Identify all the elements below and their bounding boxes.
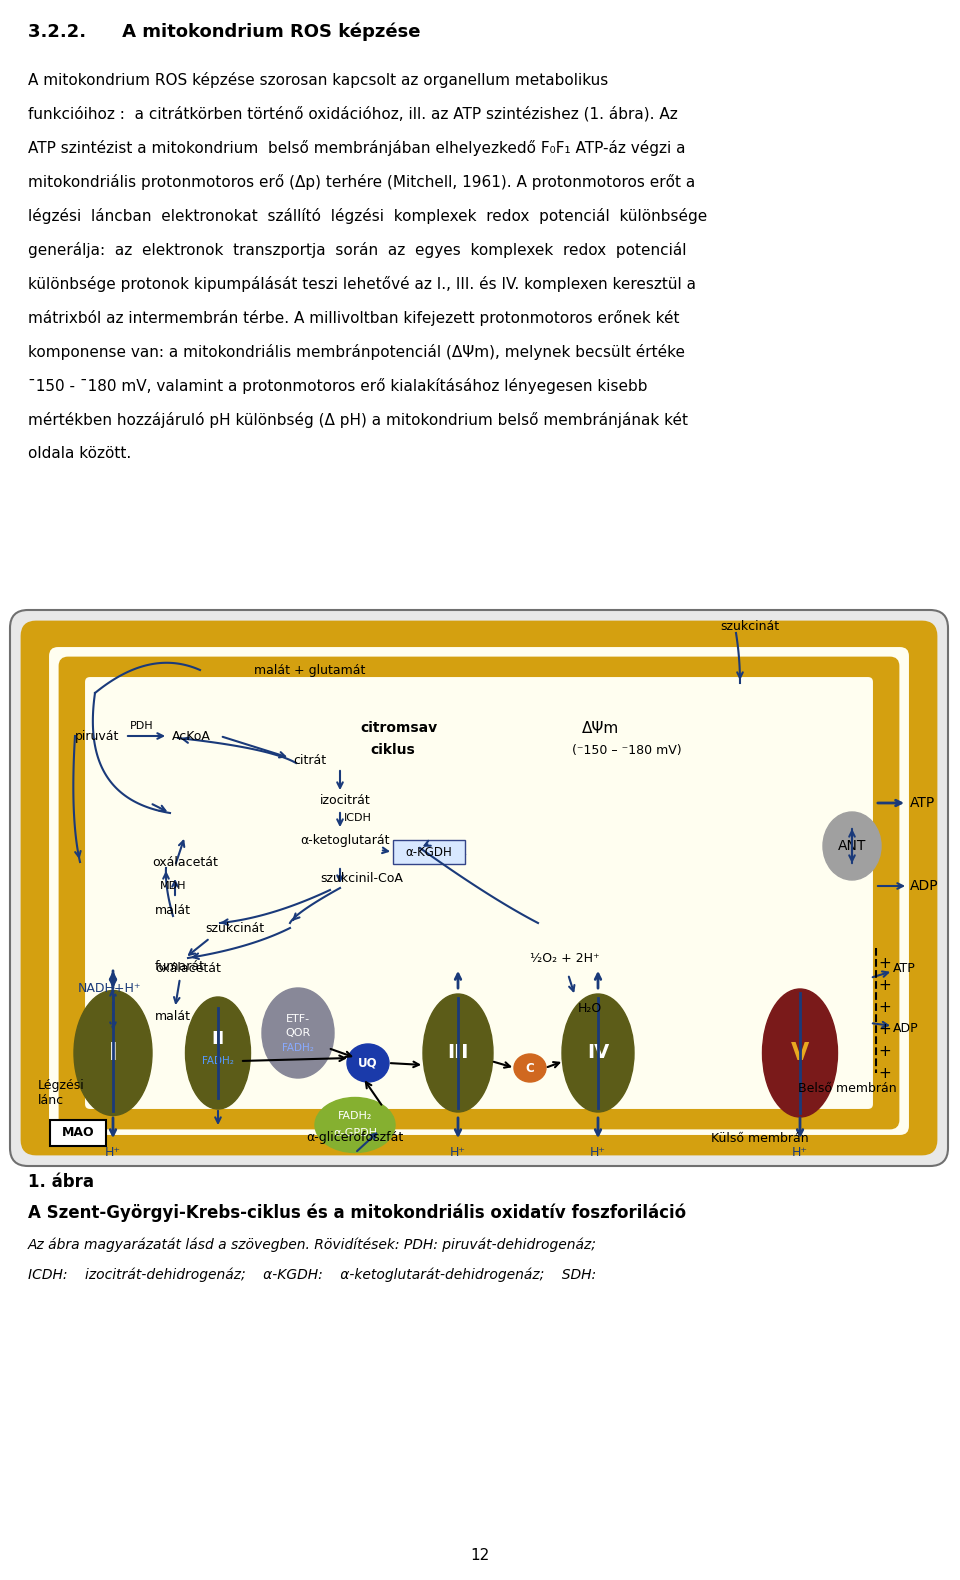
Text: izocitrát: izocitrát (320, 793, 371, 806)
Text: A mitokondrium ROS képzése szorosan kapcsolt az organellum metabolikus: A mitokondrium ROS képzése szorosan kapc… (28, 73, 609, 88)
Text: malát: malát (155, 1010, 191, 1022)
Text: IV: IV (587, 1043, 610, 1062)
Text: α-KGDH: α-KGDH (406, 845, 452, 858)
Text: citromsav: citromsav (360, 720, 437, 735)
Text: FADH₂: FADH₂ (338, 1111, 372, 1120)
Text: FADH₂: FADH₂ (202, 1055, 234, 1066)
Text: III: III (447, 1043, 468, 1062)
Text: piruvát: piruvát (75, 730, 119, 743)
Ellipse shape (315, 1098, 395, 1152)
Text: funkcióihoz :  a citrátkörben történő oxidációhoz, ill. az ATP szintézishez (1. : funkcióihoz : a citrátkörben történő oxi… (28, 106, 678, 122)
Text: QOR: QOR (285, 1029, 311, 1038)
Text: +: + (878, 978, 892, 992)
Text: ATP szintézist a mitokondrium  belső membránjában elhelyezkedő F₀F₁ ATP-áz végzi: ATP szintézist a mitokondrium belső memb… (28, 141, 685, 156)
FancyBboxPatch shape (48, 646, 910, 1136)
Text: mátrixból az intermembrán térbe. A millivoltban kifejezett protonmotoros erőnek : mátrixból az intermembrán térbe. A milli… (28, 310, 680, 325)
Text: ICDH:    izocitrát-dehidrogenáz;    α-KGDH:    α-ketoglutarát-dehidrogenáz;    S: ICDH: izocitrát-dehidrogenáz; α-KGDH: α-… (28, 1269, 596, 1283)
Text: ETF-: ETF- (286, 1014, 310, 1024)
Text: PDH: PDH (130, 720, 154, 732)
Text: Külső membrán: Külső membrán (711, 1131, 809, 1144)
Text: +: + (878, 1022, 892, 1036)
Text: ADP: ADP (910, 878, 939, 893)
Ellipse shape (762, 989, 837, 1117)
Text: α-glicerofoszfát: α-glicerofoszfát (306, 1131, 403, 1144)
Text: II: II (211, 1030, 225, 1048)
Text: H⁺: H⁺ (105, 1147, 121, 1160)
Text: α-ketoglutarát: α-ketoglutarát (300, 834, 390, 847)
Text: 1. ábra: 1. ábra (28, 1172, 94, 1191)
Text: 3.2.2.  A mitokondrium ROS képzése: 3.2.2. A mitokondrium ROS képzése (28, 22, 420, 41)
Text: szukcinát: szukcinát (205, 921, 264, 934)
Text: citrát: citrát (293, 754, 326, 766)
Ellipse shape (347, 1044, 389, 1082)
Text: +: + (878, 956, 892, 970)
Text: ATP: ATP (910, 796, 935, 811)
Text: I: I (108, 1041, 117, 1065)
Text: fumarát: fumarát (155, 959, 205, 973)
Text: +: + (878, 1043, 892, 1059)
Text: ICDH: ICDH (344, 814, 372, 823)
Text: malát: malát (155, 904, 191, 916)
Text: 12: 12 (470, 1547, 490, 1563)
Text: Az ábra magyarázatát lásd a szövegben. Rövidítések: PDH: piruvát-dehidrogenáz;: Az ábra magyarázatát lásd a szövegben. R… (28, 1239, 597, 1253)
Text: ¯150 - ¯180 mV, valamint a protonmotoros erő kialakításához lényegesen kisebb: ¯150 - ¯180 mV, valamint a protonmotoros… (28, 378, 647, 393)
Text: oldala között.: oldala között. (28, 446, 132, 461)
Text: ½O₂ + 2H⁺: ½O₂ + 2H⁺ (530, 951, 600, 964)
Text: NADH+H⁺: NADH+H⁺ (78, 981, 141, 994)
Ellipse shape (562, 994, 634, 1112)
Ellipse shape (185, 997, 251, 1109)
Text: H⁺: H⁺ (450, 1147, 466, 1160)
FancyBboxPatch shape (393, 841, 465, 864)
Text: C: C (526, 1062, 535, 1074)
Text: (⁻150 – ⁻180 mV): (⁻150 – ⁻180 mV) (572, 744, 682, 757)
FancyBboxPatch shape (60, 657, 898, 1128)
Text: α-GPDH: α-GPDH (333, 1128, 377, 1138)
Text: FADH₂: FADH₂ (282, 1043, 314, 1052)
Ellipse shape (514, 1054, 546, 1082)
Text: MAO: MAO (61, 1127, 94, 1139)
FancyBboxPatch shape (10, 610, 948, 1166)
Text: mitokondriális protonmotoros erő (Δp) terhére (Mitchell, 1961). A protonmotoros : mitokondriális protonmotoros erő (Δp) te… (28, 174, 695, 190)
Text: H⁺: H⁺ (590, 1147, 606, 1160)
Text: ΔΨm: ΔΨm (582, 720, 619, 736)
Text: V: V (791, 1041, 809, 1065)
Text: UQ: UQ (358, 1057, 378, 1070)
Ellipse shape (423, 994, 493, 1112)
Text: ANT: ANT (838, 839, 866, 853)
Text: Légzési
lánc: Légzési lánc (38, 1079, 84, 1108)
Text: oxálacetát: oxálacetát (152, 855, 218, 869)
Text: +: + (878, 1065, 892, 1081)
Text: A Szent-Györgyi-Krebs-ciklus és a mitokondriális oxidatív foszforiláció: A Szent-Györgyi-Krebs-ciklus és a mitoko… (28, 1202, 686, 1221)
Ellipse shape (823, 812, 881, 880)
FancyBboxPatch shape (84, 676, 874, 1111)
Text: különbsége protonok kipumpálását teszi lehetővé az I., III. és IV. komplexen ker: különbsége protonok kipumpálását teszi l… (28, 276, 696, 292)
Ellipse shape (262, 988, 334, 1078)
Text: légzési  láncban  elektronokat  szállító  légzési  komplexek  redox  potenciál  : légzési láncban elektronokat szállító lé… (28, 209, 708, 224)
Text: Belső membrán: Belső membrán (798, 1081, 897, 1095)
FancyBboxPatch shape (22, 623, 936, 1153)
Text: malát + glutamát: malát + glutamát (254, 664, 366, 676)
Text: H₂O: H₂O (578, 1002, 602, 1014)
Text: +: + (878, 1000, 892, 1014)
Text: AcKoA: AcKoA (172, 730, 211, 743)
Text: MDH: MDH (160, 882, 186, 891)
Text: komponense van: a mitokondriális membránpotenciál (ΔΨm), melynek becsült értéke: komponense van: a mitokondriális membrán… (28, 344, 685, 360)
Text: mértékben hozzájáruló pH különbség (Δ pH) a mitokondrium belső membránjának két: mértékben hozzájáruló pH különbség (Δ pH… (28, 412, 688, 428)
FancyBboxPatch shape (50, 1120, 106, 1146)
Text: ATP: ATP (893, 962, 916, 975)
Text: ADP: ADP (893, 1022, 919, 1035)
Text: generálja:  az  elektronok  transzportja  során  az  egyes  komplexek  redox  po: generálja: az elektronok transzportja so… (28, 242, 686, 258)
Ellipse shape (74, 991, 152, 1115)
Text: oxálacetát: oxálacetát (155, 962, 221, 975)
Text: szukcinil-CoA: szukcinil-CoA (320, 872, 403, 885)
Text: szukcinát: szukcinát (720, 619, 780, 634)
Text: H⁺: H⁺ (792, 1147, 808, 1160)
Text: ciklus: ciklus (370, 743, 415, 757)
